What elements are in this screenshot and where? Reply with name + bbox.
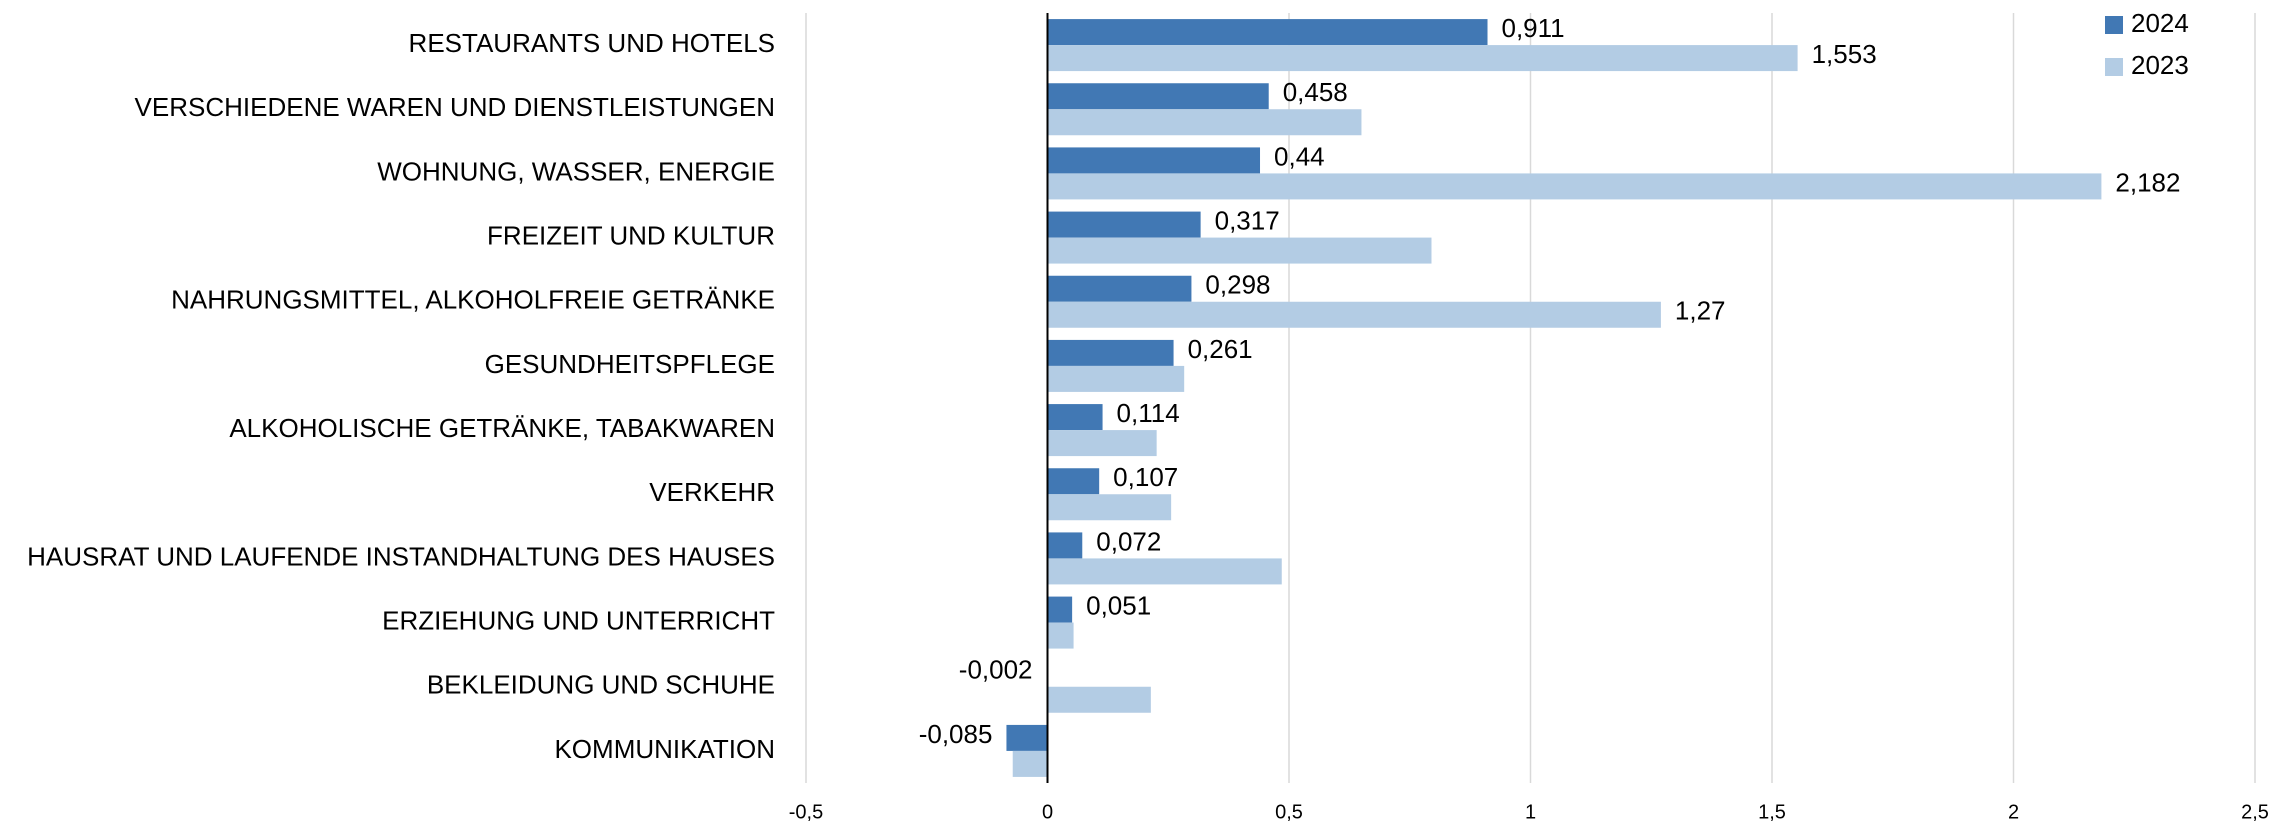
legend-swatch bbox=[2105, 16, 2123, 34]
data-label: 0,051 bbox=[1086, 590, 1151, 620]
data-label: 0,458 bbox=[1283, 77, 1348, 107]
bar bbox=[1047, 83, 1269, 110]
y-tick-label: BEKLEIDUNG UND SCHUHE bbox=[427, 670, 775, 700]
data-label: -0,002 bbox=[959, 655, 1033, 685]
y-tick-label: ERZIEHUNG UND UNTERRICHT bbox=[382, 605, 775, 635]
bar bbox=[1047, 211, 1201, 238]
bar bbox=[1047, 19, 1488, 46]
data-label: 1,553 bbox=[1812, 39, 1877, 69]
bar bbox=[1047, 365, 1185, 392]
y-tick-label: WOHNUNG, WASSER, ENERGIE bbox=[377, 156, 775, 186]
bar bbox=[1047, 301, 1661, 328]
y-tick-label: KOMMUNIKATION bbox=[554, 734, 775, 764]
bar bbox=[1047, 339, 1174, 366]
legend-swatch bbox=[2105, 58, 2123, 76]
bar bbox=[1047, 558, 1282, 585]
data-label: 0,44 bbox=[1274, 141, 1325, 171]
bar bbox=[1047, 686, 1151, 713]
bar bbox=[1047, 494, 1172, 521]
data-label: 1,27 bbox=[1675, 296, 1726, 326]
data-label: 0,072 bbox=[1096, 526, 1161, 556]
data-label: 0,261 bbox=[1188, 334, 1253, 364]
data-label: -0,085 bbox=[919, 719, 993, 749]
bar bbox=[1012, 750, 1048, 777]
x-tick-label: 2 bbox=[2008, 801, 2019, 823]
y-tick-label: GESUNDHEITSPFLEGE bbox=[485, 349, 775, 379]
y-tick-label: VERSCHIEDENE WAREN UND DIENSTLEISTUNGEN bbox=[135, 92, 775, 122]
bar bbox=[1006, 724, 1048, 751]
legend-label: 2023 bbox=[2131, 50, 2189, 80]
y-tick-label: ALKOHOLISCHE GETRÄNKE, TABAKWAREN bbox=[229, 413, 775, 443]
bar bbox=[1047, 45, 1798, 72]
y-tick-label: FREIZEIT UND KULTUR bbox=[487, 220, 775, 250]
y-tick-label: HAUSRAT UND LAUFENDE INSTANDHALTUNG DES … bbox=[27, 541, 775, 571]
x-tick-label: 0 bbox=[1042, 801, 1053, 823]
bar bbox=[1047, 404, 1103, 431]
bar bbox=[1047, 596, 1073, 623]
x-tick-label: 2,5 bbox=[2241, 801, 2269, 823]
data-label: 0,317 bbox=[1215, 205, 1280, 235]
bar bbox=[1047, 275, 1192, 302]
bar bbox=[1047, 430, 1157, 457]
bar bbox=[1047, 622, 1074, 649]
bar bbox=[1047, 468, 1100, 495]
x-tick-label: 1 bbox=[1525, 801, 1536, 823]
bar bbox=[1047, 532, 1083, 559]
data-label: 0,114 bbox=[1117, 398, 1180, 428]
data-label: 0,911 bbox=[1502, 13, 1565, 43]
data-label: 2,182 bbox=[2115, 167, 2180, 197]
y-tick-label: RESTAURANTS UND HOTELS bbox=[409, 28, 775, 58]
legend-label: 2024 bbox=[2131, 8, 2189, 38]
bar bbox=[1047, 109, 1362, 136]
data-label: 0,107 bbox=[1113, 462, 1178, 492]
bar bbox=[1047, 237, 1432, 264]
x-tick-label: -0,5 bbox=[789, 801, 823, 823]
x-tick-label: 0,5 bbox=[1275, 801, 1303, 823]
bar bbox=[1047, 173, 2102, 200]
bar bbox=[1047, 147, 1261, 174]
x-tick-label: 1,5 bbox=[1758, 801, 1786, 823]
y-tick-label: VERKEHR bbox=[649, 477, 775, 507]
y-tick-label: NAHRUNGSMITTEL, ALKOHOLFREIE GETRÄNKE bbox=[171, 285, 775, 315]
data-label: 0,298 bbox=[1205, 270, 1270, 300]
